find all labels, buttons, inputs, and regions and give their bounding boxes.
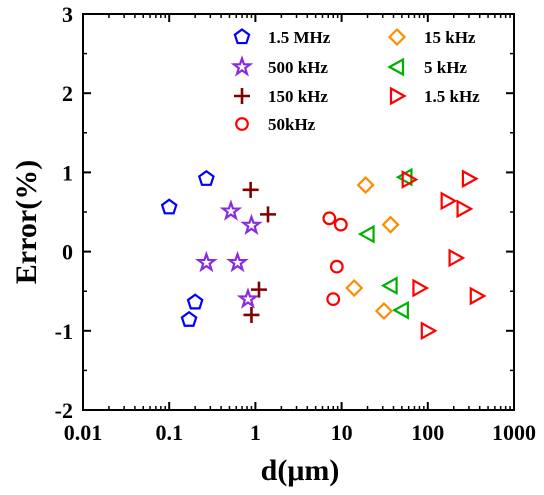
legend-marker [387,27,407,47]
data-point [180,310,198,327]
y-tick-label: -2 [55,398,73,423]
data-point [236,287,260,309]
legend-marker [387,57,405,77]
x-tick-label: 1 [250,420,261,445]
x-tick-label: 100 [411,420,444,445]
x-tick-label: 0.1 [155,420,183,445]
data-point [186,293,204,310]
series-50khz [322,211,348,307]
data-point [440,191,458,211]
series-1-5-khz [401,169,487,341]
series-150-khz [242,181,276,323]
data-point [219,199,243,221]
data-point [242,181,259,198]
data-point [381,215,400,234]
legend-item-500-khz: 500 kHz [230,55,328,77]
y-tick-label: 3 [62,2,73,27]
legend: 1.5 MHz 500 kHz 150 kHz 50kHz 15 kHz 5 kHz 1.5… [230,27,480,134]
legend-label: 1.5 MHz [268,28,331,47]
legend-item-1-5-khz: 1.5 kHz [389,86,480,106]
legend-item-50khz: 50kHz [235,115,316,134]
data-point [469,286,487,306]
y-tick-label: -1 [55,319,73,344]
legend-marker [389,86,407,106]
data-point [259,206,276,223]
data-point [461,169,479,189]
data-point [226,250,249,273]
data-point [250,281,267,298]
legend-item-150-khz: 150 kHz [234,87,328,106]
y-tick-label: 2 [62,81,73,106]
data-points [160,167,487,341]
data-point [195,250,218,273]
y-tick-label: 1 [62,160,73,185]
data-point [401,170,419,189]
legend-label: 150 kHz [268,87,328,106]
legend-marker [233,28,251,45]
data-point [374,301,394,321]
data-point [240,213,263,236]
data-point [412,278,430,298]
data-point [160,198,178,215]
data-point [456,199,474,219]
legend-label: 500 kHz [268,58,328,77]
y-tick-label: 0 [62,240,73,265]
data-point [329,259,344,274]
x-tick-label: 0.01 [64,420,103,445]
x-axis-title: d(μm) [261,454,340,487]
y-axis-title: Error(%) [10,160,43,284]
legend-marker [230,55,254,77]
legend-label: 5 kHz [424,58,467,77]
legend-item-5-khz: 5 kHz [387,57,467,77]
legend-marker [234,88,250,104]
data-point [333,217,348,232]
data-point [356,176,375,195]
axis-ticks: 0.01 0.1 1 10 100 1000 -2 -1 0 1 2 3 [55,2,536,445]
data-point [322,211,337,226]
series-15-khz [345,176,400,321]
legend-label: 1.5 kHz [424,87,480,106]
x-tick-label: 10 [331,420,353,445]
series-500-khz [195,199,263,309]
data-point [197,169,215,186]
data-point [326,292,341,307]
x-tick-label: 1000 [492,420,536,445]
legend-item-15-khz: 15 kHz [387,27,476,47]
data-point [345,278,364,298]
data-point [357,224,375,244]
data-point [420,321,438,341]
legend-item-1-5-mhz: 1.5 MHz [233,28,331,47]
legend-label: 50kHz [268,115,316,134]
legend-label: 15 kHz [424,28,476,47]
data-point [243,306,260,323]
data-point [392,300,409,320]
legend-marker [235,117,249,131]
data-point [380,276,398,296]
series-1-5-mhz [160,169,215,327]
data-point [448,248,466,268]
